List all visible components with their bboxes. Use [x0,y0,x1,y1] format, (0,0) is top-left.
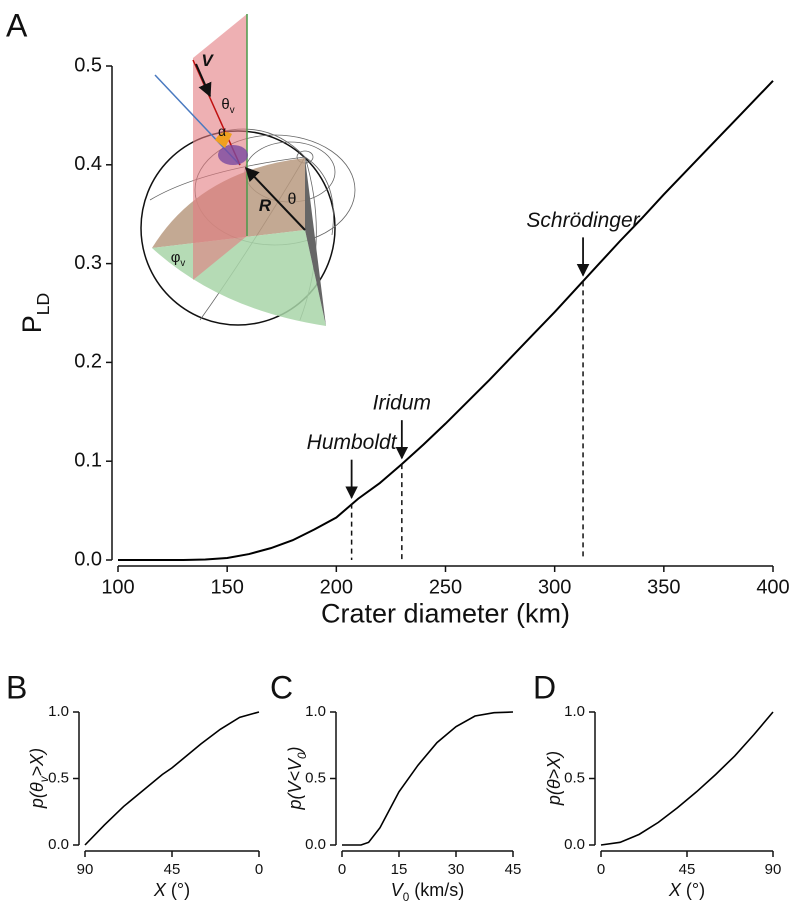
label-part: v [38,775,51,782]
x-tick-label: 90 [765,861,782,878]
y-tick-label: 0.5 [564,769,585,786]
diagram-label: V [201,51,214,70]
x-tick-label: 100 [101,576,134,598]
label-part: α [218,123,226,139]
x-tick-label: 0 [255,861,263,878]
curve [118,80,774,561]
diagram-label: θ [288,191,297,208]
x-tick-label: 200 [320,576,353,598]
x-tick-label: 45 [164,861,181,878]
diagram-label: R [259,196,272,215]
y-axis-label: p(θv>X) [27,748,51,809]
label-part: X [668,880,682,900]
curve [600,711,774,846]
x-tick-label: 45 [679,861,696,878]
x-tick-label: 90 [77,861,94,878]
y-tick-label: 0.5 [74,54,102,76]
label-part: >X) [27,748,47,777]
panel-label: C [270,669,293,705]
diagram-label: α [218,123,226,139]
label-part: p(V<V [285,757,305,811]
x-axis-label: Crater diameter (km) [321,599,570,629]
y-tick-label: 0.5 [305,769,326,786]
label-part: θ [288,191,297,208]
label-part: P [17,315,47,333]
y-axis-label: PLD [17,293,53,333]
label-part: p(θ [27,782,47,809]
label-part: V [391,880,405,900]
label-part: 0 [403,891,410,904]
x-tick-label: 250 [429,576,462,598]
y-tick-label: 0.1 [74,449,102,471]
sphere-diagram [140,14,356,326]
diagram-label: φv [171,249,186,269]
x-tick-label: 45 [505,861,522,878]
label-part: p(θ>X) [544,751,564,806]
x-tick-label: 30 [448,861,465,878]
label-part: LD [33,293,53,315]
y-tick-label: 0.4 [74,153,102,175]
x-axis-label: X (°) [153,880,190,900]
label-part: X [153,880,167,900]
label-part: ) [285,746,305,754]
y-tick-label: 1.0 [305,703,326,720]
y-axis-label: p(θ>X) [544,751,564,806]
label-part: φ [171,249,181,266]
label-part: θ [221,96,229,113]
x-tick-label: 300 [538,576,571,598]
x-tick-label: 400 [756,576,789,598]
panel-label: A [6,7,28,43]
panel-label: B [6,669,27,705]
y-tick-label: 0.3 [74,252,102,274]
label-part: v [180,258,185,269]
label-part: (km/s) [409,880,464,900]
curve [84,711,260,846]
panel-label: D [533,669,556,705]
x-tick-label: 0 [597,861,605,878]
annotation: Humboldt [307,431,398,454]
y-tick-label: 0.0 [48,836,69,853]
x-tick-label: 15 [391,861,408,878]
annotation: Iridum [373,392,431,415]
y-tick-label: 0.0 [74,548,102,570]
y-tick-label: 1.0 [48,703,69,720]
label-part: R [259,196,272,215]
y-tick-label: 0.5 [48,769,69,786]
label-part: 0 [296,752,309,759]
x-tick-label: 350 [647,576,680,598]
x-axis-label: X (°) [668,880,705,900]
x-tick-label: 150 [210,576,243,598]
curve [342,711,514,846]
y-axis-label: p(V<V0) [285,746,309,810]
label-part: V [201,51,214,70]
annotation: Schrödinger [526,209,640,232]
y-tick-label: 0.2 [74,351,102,373]
y-tick-label: 0.0 [564,836,585,853]
x-tick-label: 0 [338,861,346,878]
label-part: v [230,105,235,116]
label-part: (°) [166,880,190,900]
label-part: (°) [681,880,705,900]
x-axis-label: V0 (km/s) [391,880,465,904]
y-tick-label: 0.0 [305,836,326,853]
diagram-label: θv [221,96,234,116]
y-tick-label: 1.0 [564,703,585,720]
